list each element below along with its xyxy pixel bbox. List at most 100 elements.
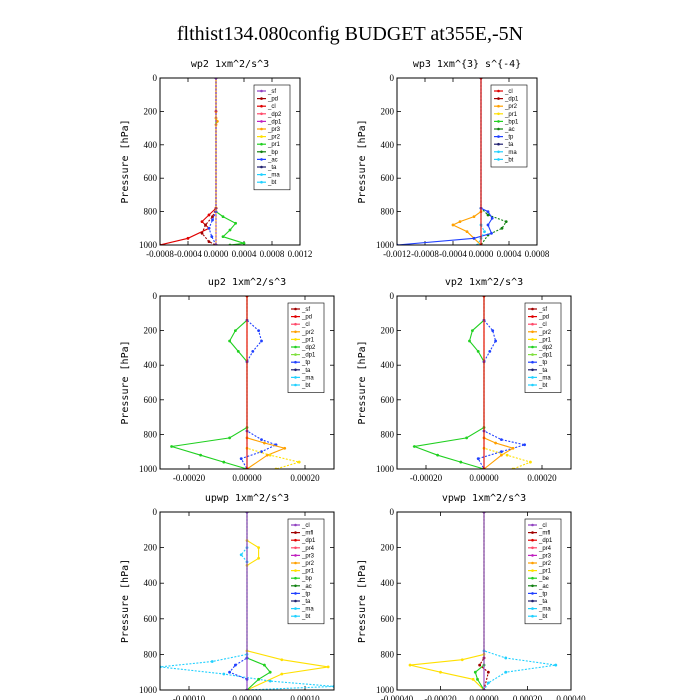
vpwp-legend-marker — [531, 584, 534, 588]
wp2-legend-label: _sf — [267, 89, 276, 95]
up2-legend-marker — [294, 345, 297, 349]
up2-xtick-label: 0.00000 — [232, 473, 262, 483]
wp2-series-point — [200, 220, 204, 224]
vpwp-legend-label: _bt — [538, 614, 548, 620]
upwp-legend-marker — [294, 569, 297, 572]
vp2-legend-marker — [531, 315, 534, 318]
wp2-series-point — [207, 240, 211, 244]
wp3-legend-label: _pr1 — [504, 112, 518, 118]
upwp-series-point — [263, 663, 266, 667]
vpwp-legend-label: _be — [538, 576, 550, 582]
up2-legend-marker — [294, 360, 297, 364]
vp2-series-point — [491, 329, 495, 332]
wp3-series-line — [451, 78, 482, 245]
upwp-legend-marker — [294, 592, 297, 595]
panel-wp2: wp2 1xm^2/s^3 Pressure [hPa] 0 200 400 600 800… — [120, 59, 312, 259]
wp2-legend-marker — [260, 112, 263, 116]
wp2-legend-label: _pr1 — [267, 142, 281, 148]
wp2-xtick-label: -0.0008 — [146, 249, 174, 259]
wp2-legend-marker — [260, 142, 263, 146]
wp3-ytick-label: 200 — [381, 106, 395, 116]
vp2-legend-label: _dp1 — [538, 353, 553, 359]
wp2-xtick-label: 0.0012 — [288, 249, 313, 259]
up2-series-point — [236, 349, 240, 353]
wp3-legend-label: _pr2 — [504, 104, 518, 110]
wp3-legend-marker — [497, 158, 500, 161]
up2-legend-label: _tp — [301, 360, 311, 366]
vpwp-series-point — [471, 677, 475, 681]
vpwp-legend-marker — [531, 523, 534, 527]
vpwp-legend-marker — [531, 561, 534, 565]
vpwp-xtick-label: 0.00000 — [469, 694, 499, 700]
wp3-series-point — [486, 213, 490, 217]
vpwp-ytick-label: 1000 — [376, 685, 395, 695]
wp2-xtick-label: 0.0000 — [204, 249, 229, 259]
up2-ytick-label: 600 — [144, 395, 158, 405]
wp3-ytick-label: 600 — [381, 173, 395, 183]
wp2-legend-marker — [260, 135, 263, 138]
wp3-xtick-label: -0.0004 — [439, 249, 467, 259]
wp2-series-point — [221, 235, 225, 239]
vp2-legend-label: _pr2 — [538, 330, 552, 336]
up2-series-point — [251, 349, 255, 353]
upwp-axes-frame — [159, 511, 335, 691]
vpwp-legend-marker — [531, 607, 534, 610]
upwp-xtick-label: 0.00000 — [232, 694, 262, 700]
vpwp-series-point — [476, 677, 479, 681]
upwp-legend-marker — [294, 576, 297, 580]
wp3-xtick-label: -0.0012 — [383, 249, 411, 259]
up2-legend-label: _pr1 — [301, 337, 315, 343]
wp3-series-point — [490, 231, 493, 235]
up2-legend-label: _dp1 — [301, 353, 316, 359]
wp2-series-point — [200, 231, 204, 235]
upwp-legend-label: _dp1 — [301, 538, 316, 544]
upwp-legend-label: _pr4 — [301, 546, 315, 552]
upwp-legend-label: _cl — [301, 523, 310, 529]
vp2-legend-label: _ta — [538, 368, 548, 374]
up2-series-line — [171, 296, 248, 469]
vpwp-ytick-label: 800 — [381, 649, 395, 659]
wp3-legend-marker — [497, 97, 500, 100]
vp2-legend-marker — [531, 322, 534, 326]
wp3-xtick-label: 0.0000 — [469, 249, 494, 259]
upwp-legend-marker — [294, 607, 297, 610]
vp2-series-point — [505, 453, 509, 457]
wp2-legend-marker — [260, 158, 263, 161]
wp3-series-point — [490, 216, 494, 220]
vp2-xtick-label: -0.00020 — [410, 473, 443, 483]
wp2-legend-marker — [260, 89, 263, 93]
vp2-legend-marker — [531, 376, 534, 379]
upwp-plot-area — [160, 512, 334, 690]
panel-vpwp: vpwp 1xm^2/s^3 Pressure [hPa] 0 200 400 600 80… — [357, 493, 586, 700]
upwp-legend-marker — [294, 546, 297, 550]
vpwp-legend-label: _mfl — [538, 531, 550, 537]
wp2-series-point — [234, 221, 238, 225]
vp2-legend: _sf _pd_cl _pr2_pr1 _dp2 _dp1_tp _ta_ma _bt — [524, 302, 562, 393]
wp2-series-point — [186, 236, 190, 240]
upwp-title: upwp 1xm^2/s^3 — [205, 493, 289, 504]
wp2-ytick-label: 200 — [144, 106, 158, 116]
vp2-series-point — [500, 450, 503, 454]
vpwp-series-point — [408, 663, 412, 667]
wp3-legend-marker — [497, 120, 500, 123]
wp2-legend-label: _pd — [267, 97, 278, 103]
vp2-legend-label: _pr1 — [538, 337, 552, 343]
vpwp-legend-label: _pr3 — [538, 553, 552, 559]
upwp-series-point — [268, 670, 272, 674]
wp3-series-point — [458, 220, 462, 224]
wp3-legend-marker — [497, 150, 500, 154]
wp3-series-point — [451, 223, 455, 227]
upwp-legend-box — [287, 518, 325, 625]
wp3-series-point — [486, 223, 490, 227]
vp2-ytick-label: 400 — [381, 360, 395, 370]
vpwp-series-point — [460, 658, 464, 662]
up2-series-line — [246, 296, 287, 469]
up2-legend-label: _cl — [301, 322, 310, 328]
vpwp-series-line — [474, 512, 485, 690]
up2-legend-label: _sf — [301, 307, 310, 313]
wp3-legend-label: _ta — [504, 142, 514, 148]
vp2-legend-label: _bt — [538, 383, 548, 389]
up2-legend: _sf _pd_cl _pr2_pr1 _dp2 _dp1_tp _ta_ma _bt — [287, 302, 325, 393]
up2-xtick-label: 0.00020 — [290, 473, 320, 483]
